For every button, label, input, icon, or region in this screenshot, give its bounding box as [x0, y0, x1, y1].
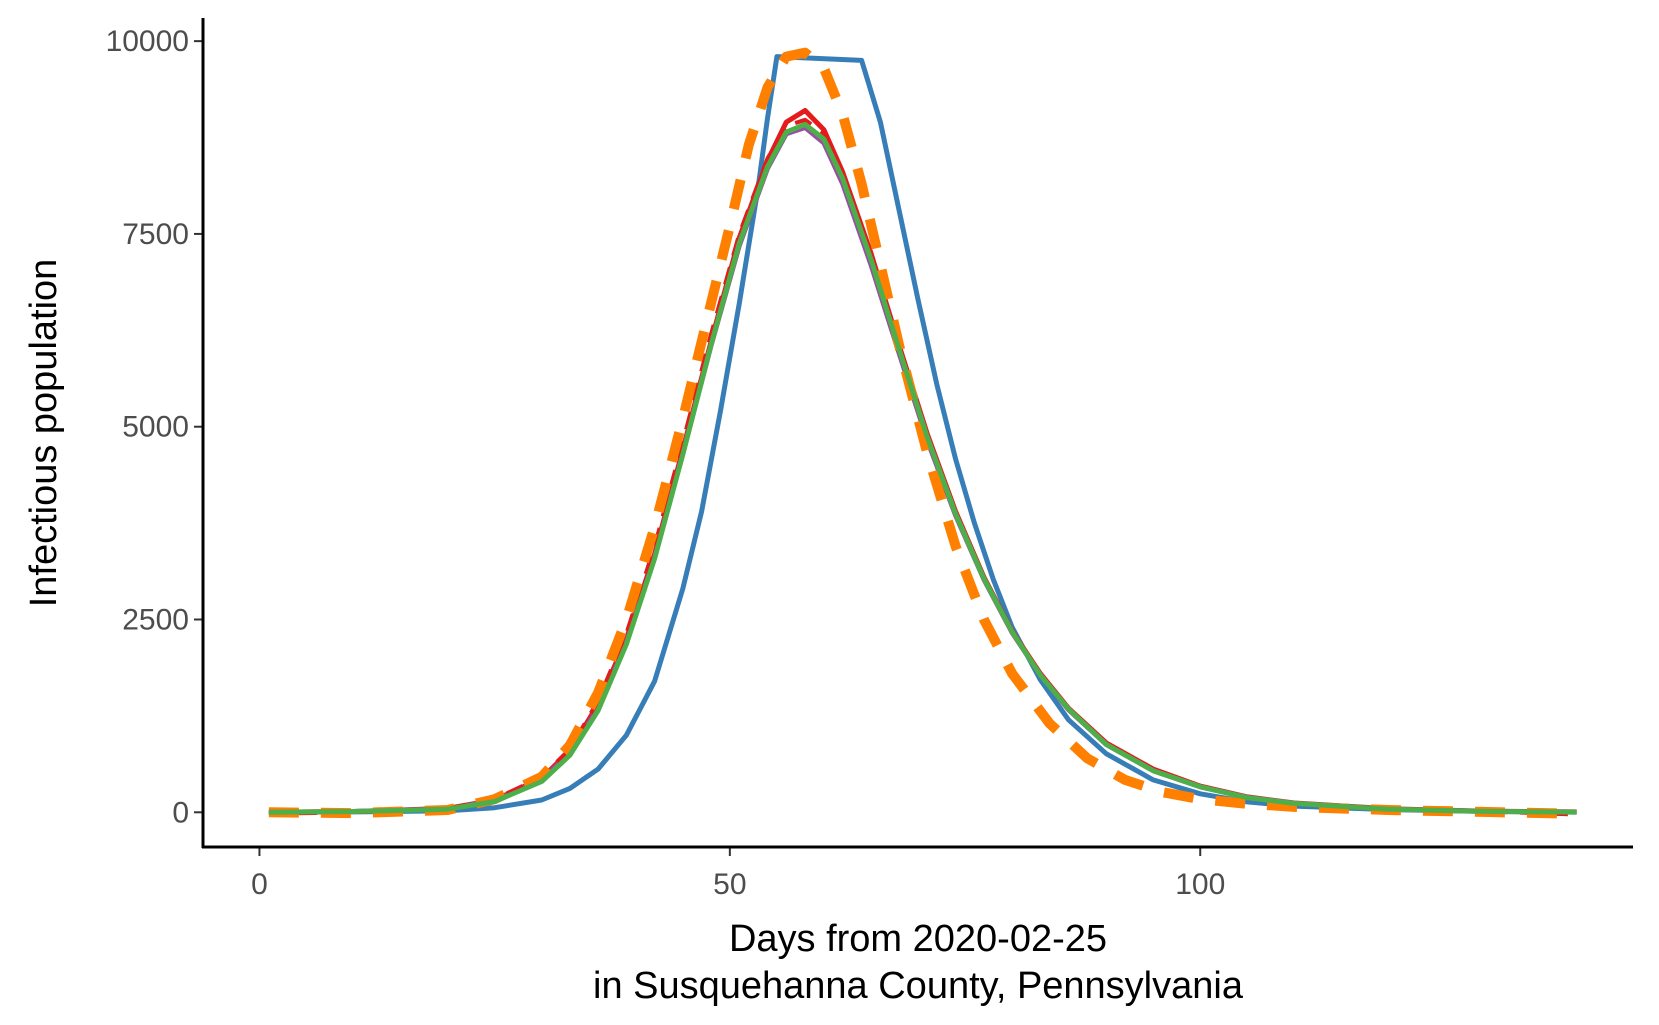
x-axis-title-line-1: Days from 2020-02-25: [729, 918, 1107, 960]
x-tick-label: 50: [713, 868, 746, 901]
x-tick-label: 0: [251, 868, 268, 901]
y-tick-label: 2500: [122, 604, 189, 637]
y-axis-ticks: 0 2500 5000 7500 10000: [106, 25, 203, 829]
series-line-5: [268, 47, 1577, 819]
x-axis-title-line-2: in Susquehanna County, Pennsylvania: [593, 965, 1244, 1007]
series-line-1: [268, 54, 1577, 815]
y-tick-label: 0: [172, 796, 189, 829]
series-line-6: [268, 121, 1577, 815]
y-tick-label: 5000: [122, 411, 189, 444]
series-line-3: [268, 125, 1577, 815]
x-axis-ticks: 0 50 100: [251, 847, 1225, 901]
x-tick-label: 100: [1175, 868, 1225, 901]
series-layer: [268, 47, 1577, 819]
series-line-4: [268, 117, 1577, 817]
y-axis-title: Infectious population: [23, 259, 65, 608]
series-line-2: [268, 108, 1577, 815]
y-tick-label: 10000: [106, 25, 189, 58]
y-tick-label: 7500: [122, 218, 189, 251]
